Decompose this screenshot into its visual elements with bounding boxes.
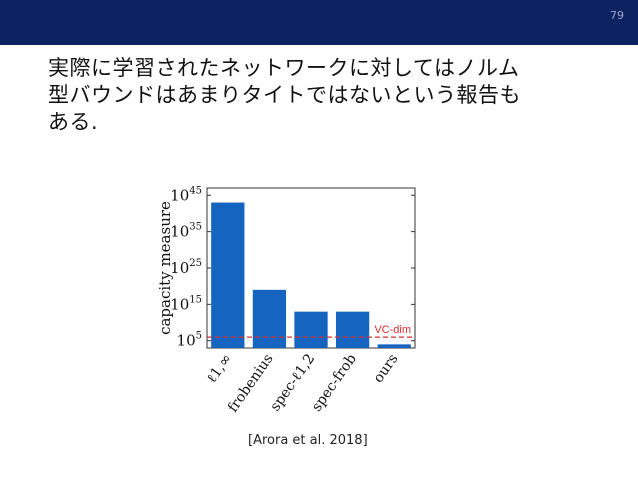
headline-line-1: 実際に学習されたネットワークに対してはノルム	[48, 56, 520, 80]
y-tick-label-3: 1025	[170, 258, 202, 277]
header-bar: 79	[0, 0, 638, 45]
y-axis-label: capacity measure	[156, 201, 174, 335]
vc-dim-label: VC-dim	[374, 324, 411, 336]
y-tick-label-1: 105	[177, 331, 202, 350]
citation: [Arora et al. 2018]	[248, 433, 368, 448]
y-tick-label-2: 1015	[170, 294, 202, 313]
x-tick-label-5: ours	[370, 351, 401, 386]
y-tick-label-5: 1045	[170, 185, 202, 204]
bar-3	[294, 311, 328, 348]
bar-2	[252, 289, 287, 348]
bar-4	[335, 311, 370, 348]
headline-line-3: ある.	[48, 110, 99, 134]
headline-line-2: 型バウンドはあまりタイトではないという報告も	[48, 83, 521, 107]
headline-text: 実際に学習されたネットワークに対してはノルム 型バウンドはあまりタイトではないと…	[48, 55, 608, 136]
bar-1	[211, 202, 245, 348]
x-tick-label-1: ℓ1,∞	[204, 351, 235, 386]
y-tick-label-4: 1035	[170, 222, 202, 241]
bar-5	[377, 344, 411, 348]
page-number: 79	[610, 9, 624, 22]
